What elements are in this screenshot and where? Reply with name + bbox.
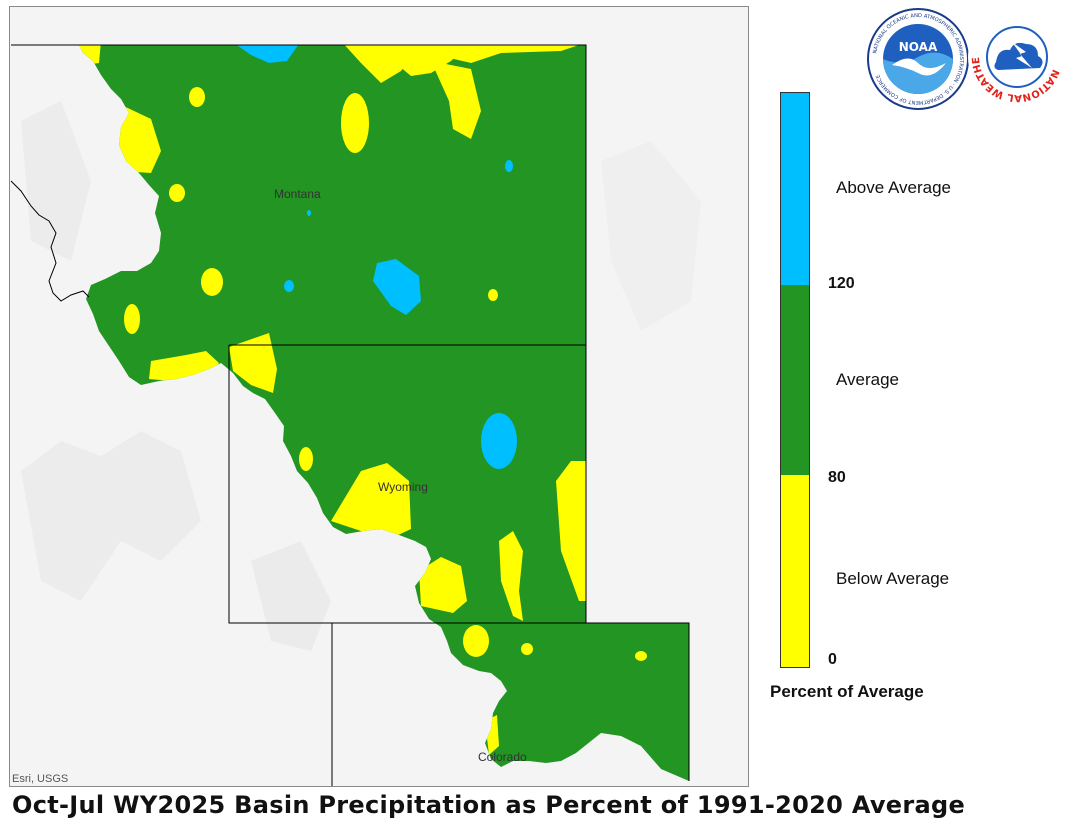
below-average-patch bbox=[635, 651, 647, 661]
below-average-patch bbox=[341, 45, 421, 83]
above-average-patch bbox=[505, 160, 513, 172]
below-average-patch bbox=[331, 463, 411, 536]
page-title: Oct-Jul WY2025 Basin Precipitation as Pe… bbox=[12, 791, 966, 819]
below-average-patch bbox=[521, 643, 533, 655]
map-panel[interactable]: Montana Wyoming Colorado Esri, USGS bbox=[9, 6, 749, 787]
below-average-patch bbox=[79, 45, 101, 65]
below-average-patch bbox=[556, 461, 591, 601]
legend-break-120: 120 bbox=[828, 275, 855, 292]
below-average-patch bbox=[124, 304, 140, 334]
colorado-label: Colorado bbox=[478, 750, 527, 764]
below-average-patch bbox=[299, 447, 313, 471]
legend-color-bar bbox=[780, 92, 810, 668]
wyoming-label: Wyoming bbox=[378, 480, 428, 494]
legend-break-80: 80 bbox=[828, 469, 846, 486]
above-average-patch bbox=[231, 45, 301, 63]
idaho-boundary bbox=[10, 180, 90, 302]
terrain-relief bbox=[21, 431, 201, 601]
terrain-relief bbox=[21, 101, 91, 261]
legend-swatch-below bbox=[781, 475, 809, 667]
nws-logo: NATIONAL WEATHER SERVICE bbox=[966, 6, 1066, 106]
noaa-logo-text: NOAA bbox=[899, 40, 938, 54]
above-average-areas bbox=[231, 45, 517, 469]
wyoming-boundary bbox=[228, 345, 690, 781]
legend-label-below: Below Average bbox=[836, 569, 950, 588]
legend-label-average: Average bbox=[836, 370, 900, 389]
below-average-areas bbox=[79, 45, 647, 755]
below-average-patch bbox=[499, 531, 523, 621]
legend-label-above: Above Average bbox=[836, 178, 951, 197]
below-average-patch bbox=[229, 333, 277, 393]
montana-boundary bbox=[11, 44, 587, 346]
map-attribution: Esri, USGS bbox=[12, 773, 69, 785]
below-average-patch bbox=[431, 61, 481, 139]
above-average-patch bbox=[373, 259, 421, 315]
above-average-patch bbox=[481, 413, 517, 469]
above-average-patch bbox=[284, 280, 294, 292]
below-average-patch bbox=[201, 268, 223, 296]
state-boundaries bbox=[10, 44, 690, 786]
below-average-patch bbox=[463, 625, 489, 657]
legend-title: Percent of Average bbox=[770, 682, 924, 701]
legend-swatch-above bbox=[781, 93, 809, 285]
montana-label: Montana bbox=[274, 187, 321, 201]
noaa-logo: NOAA NATIONAL OCEANIC AND ATMOSPHERIC AD… bbox=[867, 8, 969, 110]
legend-swatch-average bbox=[781, 285, 809, 475]
below-average-patch bbox=[189, 87, 205, 107]
terrain-relief bbox=[601, 141, 701, 331]
precipitation-map: Montana Wyoming Colorado bbox=[10, 7, 748, 786]
above-average-patch bbox=[307, 210, 311, 216]
legend-break-0: 0 bbox=[828, 651, 837, 668]
below-average-patch bbox=[419, 557, 467, 613]
below-average-patch bbox=[341, 93, 369, 153]
below-average-patch bbox=[169, 184, 185, 202]
below-average-patch bbox=[488, 289, 498, 301]
below-average-patch bbox=[431, 45, 591, 63]
